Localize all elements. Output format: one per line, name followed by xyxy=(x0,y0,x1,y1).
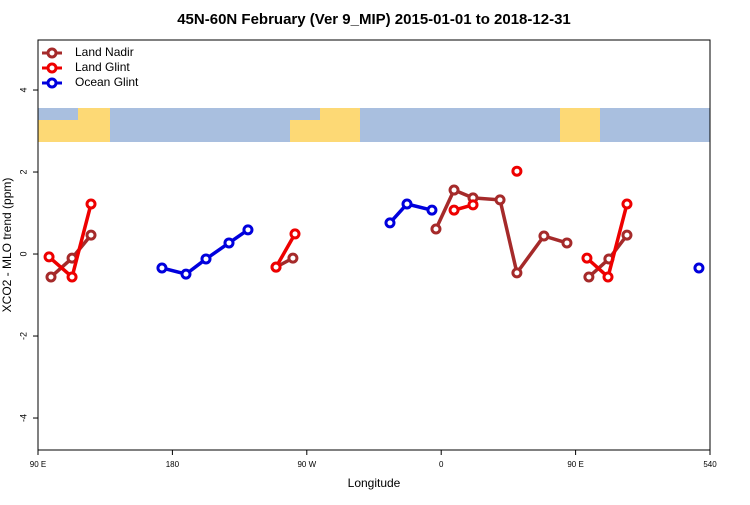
x-tick-label: 0 xyxy=(439,460,444,469)
x-tick-label: 180 xyxy=(166,460,180,469)
y-tick-label: -4 xyxy=(18,414,28,422)
chart-title: 45N-60N February (Ver 9_MIP) 2015-01-01 … xyxy=(177,11,571,28)
legend-marker xyxy=(46,47,58,59)
data-point xyxy=(45,271,57,283)
data-point xyxy=(287,252,299,264)
data-point xyxy=(200,253,212,265)
data-point xyxy=(494,194,506,206)
data-point xyxy=(693,262,705,274)
data-point xyxy=(66,271,78,283)
x-tick-label: 540 xyxy=(703,460,717,469)
data-point xyxy=(448,184,460,196)
data-point xyxy=(561,237,573,249)
data-point xyxy=(426,204,438,216)
data-point xyxy=(621,229,633,241)
data-point xyxy=(538,230,550,242)
data-point xyxy=(43,251,55,263)
legend-label: Ocean Glint xyxy=(75,75,139,89)
data-point xyxy=(511,165,523,177)
data-point xyxy=(511,267,523,279)
data-point xyxy=(223,237,235,249)
x-tick-label: 90 E xyxy=(567,460,583,469)
map-strip xyxy=(38,108,710,142)
data-point xyxy=(384,217,396,229)
x-tick-label: 90 W xyxy=(297,460,316,469)
data-point xyxy=(583,271,595,283)
data-point xyxy=(242,224,254,236)
data-point xyxy=(180,268,192,280)
data-point xyxy=(85,229,97,241)
y-axis-label: XCO2 - MLO trend (ppm) xyxy=(0,178,14,313)
data-point xyxy=(581,252,593,264)
data-point xyxy=(85,198,97,210)
data-point xyxy=(602,271,614,283)
data-point xyxy=(156,262,168,274)
y-tick-label: -2 xyxy=(18,332,28,340)
data-point xyxy=(448,204,460,216)
legend-marker xyxy=(46,62,58,74)
x-axis-label: Longitude xyxy=(348,476,401,490)
y-tick-label: 2 xyxy=(18,170,28,175)
legend-marker xyxy=(46,77,58,89)
data-point xyxy=(289,228,301,240)
data-point xyxy=(621,198,633,210)
y-tick-label: 0 xyxy=(18,252,28,257)
y-tick-label: 4 xyxy=(18,88,28,93)
legend-label: Land Nadir xyxy=(75,45,134,59)
data-point xyxy=(467,199,479,211)
legend-label: Land Glint xyxy=(75,60,130,74)
data-point xyxy=(270,261,282,273)
data-point xyxy=(401,198,413,210)
data-point xyxy=(430,223,442,235)
x-tick-label: 90 E xyxy=(30,460,46,469)
plot-frame xyxy=(37,39,711,451)
